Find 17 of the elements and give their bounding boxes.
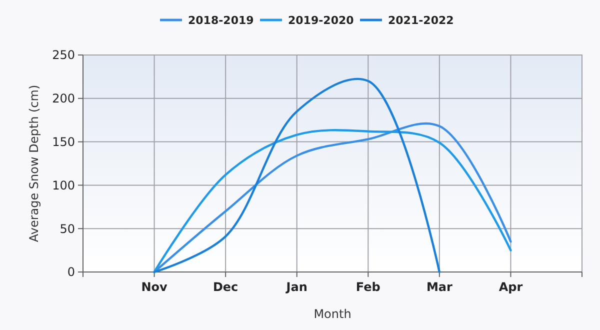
legend-label: 2021-2022 — [388, 14, 454, 27]
y-tick-label: 150 — [52, 135, 75, 149]
x-tick-label: Feb — [356, 280, 381, 294]
y-axis-title: Average Snow Depth (cm) — [27, 84, 41, 242]
y-tick-label: 0 — [67, 265, 75, 280]
y-tick-label: 100 — [52, 178, 75, 192]
legend-label: 2019-2020 — [288, 14, 354, 27]
x-tick-label: Mar — [426, 280, 452, 294]
y-tick-label: 200 — [52, 92, 75, 106]
x-tick-label: Jan — [285, 280, 308, 294]
x-axis-title: Month — [314, 307, 352, 321]
y-tick-label: 50 — [60, 222, 75, 236]
x-tick-label: Dec — [212, 280, 238, 294]
x-tick-label: Nov — [141, 280, 168, 294]
x-tick-label: Apr — [498, 280, 523, 294]
y-tick-label: 250 — [52, 48, 75, 62]
legend-label: 2018-2019 — [188, 14, 254, 27]
